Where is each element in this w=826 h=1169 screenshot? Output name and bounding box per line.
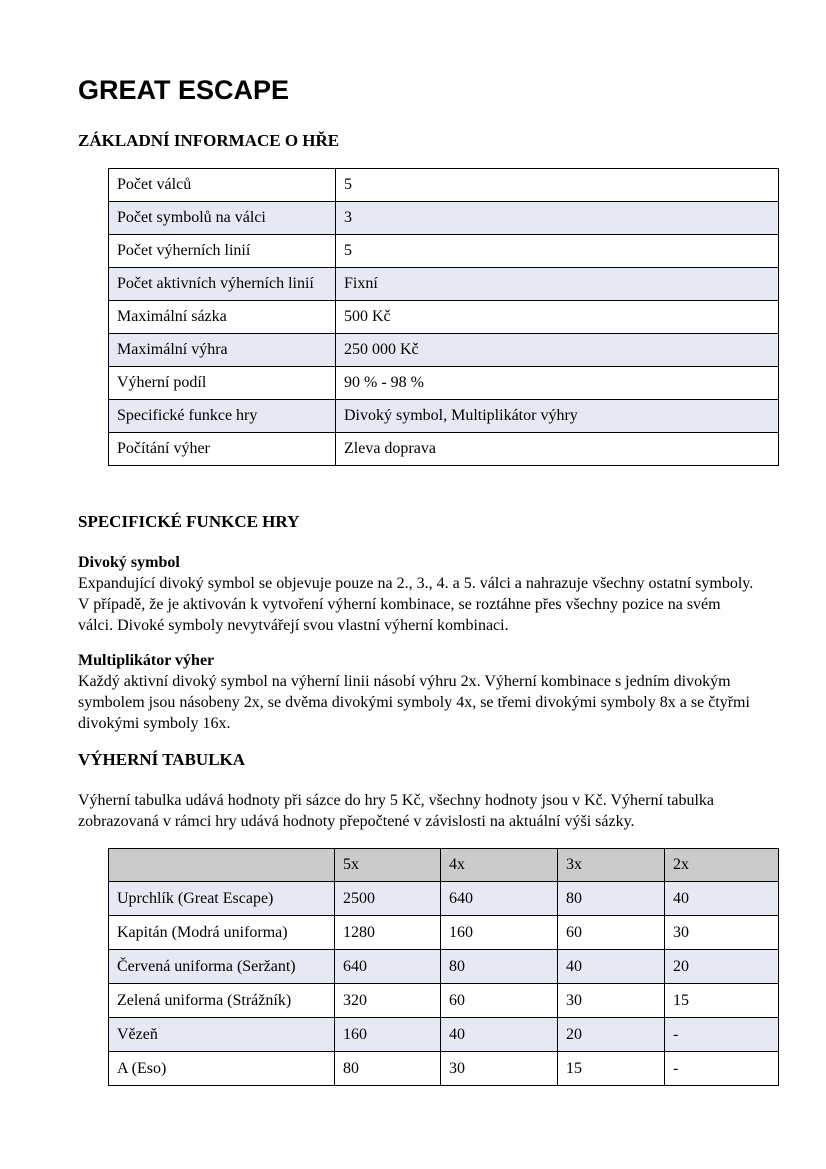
symbol-name: Zelená uniforma (Strážník) (108, 983, 335, 1018)
row-label: Počítání výher (108, 432, 336, 466)
table-row: Výherní podíl 90 % - 98 % (108, 366, 779, 400)
row-value: 5 (335, 168, 779, 202)
table-row: Specifické funkce hry Divoký symbol, Mul… (108, 399, 779, 433)
payout-3x: 20 (557, 1017, 665, 1052)
payout-5x: 2500 (334, 881, 441, 916)
payout-2x: - (664, 1017, 779, 1052)
column-header-2x: 2x (664, 848, 779, 882)
payout-5x: 160 (334, 1017, 441, 1052)
subsection-title-wild-symbol: Divoký symbol (78, 554, 180, 571)
payout-5x: 320 (334, 983, 441, 1018)
row-value: Divoký symbol, Multiplikátor výhry (335, 399, 779, 433)
row-value: 3 (335, 201, 779, 235)
row-label: Počet válců (108, 168, 336, 202)
payout-3x: 60 (557, 915, 665, 950)
payout-2x: 30 (664, 915, 779, 950)
column-header-4x: 4x (440, 848, 558, 882)
table-row: Vězeň 160 40 20 - (108, 1017, 779, 1052)
section-heading-basic-info: ZÁKLADNÍ INFORMACE O HŘE (78, 131, 340, 150)
row-value: 5 (335, 234, 779, 268)
payout-5x: 1280 (334, 915, 441, 950)
payout-3x: 80 (557, 881, 665, 916)
column-header-5x: 5x (334, 848, 441, 882)
table-row: Počet válců 5 (108, 168, 779, 202)
symbol-name: Uprchlík (Great Escape) (108, 881, 335, 916)
table-row: Zelená uniforma (Strážník) 320 60 30 15 (108, 983, 779, 1018)
payout-5x: 80 (334, 1051, 441, 1086)
subsection-title-win-multiplier: Multiplikátor výher (78, 652, 215, 669)
row-label: Počet aktivních výherních linií (108, 267, 336, 301)
page-title: GREAT ESCAPE (78, 75, 290, 105)
payout-4x: 80 (440, 949, 558, 984)
column-header-symbol (108, 848, 335, 882)
payout-2x: 40 (664, 881, 779, 916)
section-heading-paytable: VÝHERNÍ TABULKA (78, 750, 246, 769)
symbol-name: A (Eso) (108, 1051, 335, 1086)
table-row: Počet výherních linií 5 (108, 234, 779, 268)
table-row: Červená uniforma (Seržant) 640 80 40 20 (108, 949, 779, 984)
payout-3x: 15 (557, 1051, 665, 1086)
table-row: Počet symbolů na válci 3 (108, 201, 779, 235)
paytable-header-row: 5x 4x 3x 2x (108, 848, 779, 882)
paytable: 5x 4x 3x 2x Uprchlík (Great Escape) 2500… (108, 848, 779, 1086)
basic-info-table: Počet válců 5 Počet symbolů na válci 3 P… (108, 168, 779, 466)
win-multiplier-description: Každý aktivní divoký symbol na výherní l… (78, 673, 750, 732)
payout-4x: 40 (440, 1017, 558, 1052)
table-row: Počet aktivních výherních linií Fixní (108, 267, 779, 301)
row-value: Fixní (335, 267, 779, 301)
table-row: Maximální výhra 250 000 Kč (108, 333, 779, 367)
payout-4x: 30 (440, 1051, 558, 1086)
payout-4x: 640 (440, 881, 558, 916)
payout-2x: - (664, 1051, 779, 1086)
row-value: 250 000 Kč (335, 333, 779, 367)
row-value: 500 Kč (335, 300, 779, 334)
table-row: A (Eso) 80 30 15 - (108, 1051, 779, 1086)
row-label: Maximální výhra (108, 333, 336, 367)
row-label: Počet výherních linií (108, 234, 336, 268)
row-label: Výherní podíl (108, 366, 336, 400)
symbol-name: Kapitán (Modrá uniforma) (108, 915, 335, 950)
column-header-3x: 3x (557, 848, 665, 882)
paytable-intro: Výherní tabulka udává hodnoty při sázce … (78, 792, 714, 830)
payout-2x: 15 (664, 983, 779, 1018)
row-label: Počet symbolů na válci (108, 201, 336, 235)
wild-symbol-description: Expandující divoký symbol se objevuje po… (78, 575, 754, 634)
payout-3x: 40 (557, 949, 665, 984)
row-value: Zleva doprava (335, 432, 779, 466)
table-row: Uprchlík (Great Escape) 2500 640 80 40 (108, 881, 779, 916)
section-heading-specific-functions: SPECIFICKÉ FUNKCE HRY (78, 512, 300, 531)
symbol-name: Červená uniforma (Seržant) (108, 949, 335, 984)
row-label: Specifické funkce hry (108, 399, 336, 433)
payout-3x: 30 (557, 983, 665, 1018)
symbol-name: Vězeň (108, 1017, 335, 1052)
payout-5x: 640 (334, 949, 441, 984)
row-value: 90 % - 98 % (335, 366, 779, 400)
payout-4x: 60 (440, 983, 558, 1018)
payout-4x: 160 (440, 915, 558, 950)
table-row: Maximální sázka 500 Kč (108, 300, 779, 334)
table-row: Kapitán (Modrá uniforma) 1280 160 60 30 (108, 915, 779, 950)
row-label: Maximální sázka (108, 300, 336, 334)
table-row: Počítání výher Zleva doprava (108, 432, 779, 466)
payout-2x: 20 (664, 949, 779, 984)
